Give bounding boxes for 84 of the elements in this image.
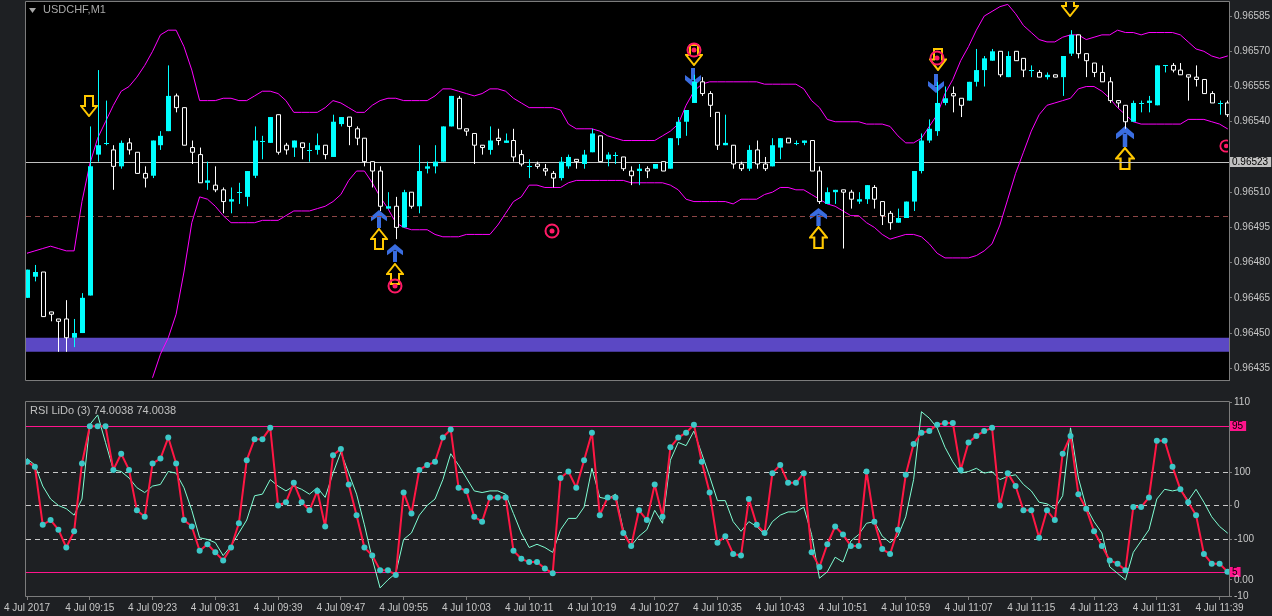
y2-tick-label: 0 [1234, 499, 1240, 511]
candlestick [56, 318, 61, 353]
candlestick [582, 149, 587, 170]
x-tick-label: 4 Jul 10:59 [881, 601, 931, 613]
candlestick [229, 186, 234, 214]
x-tick-label: 4 Jul 09:55 [379, 601, 429, 613]
x-tick-label: 4 Jul 10:43 [755, 601, 806, 613]
candlestick [315, 132, 320, 156]
x-tick-label: 4 Jul 11:15 [1007, 601, 1056, 613]
candlestick [974, 48, 979, 88]
candlestick [865, 184, 870, 205]
candlestick [1061, 55, 1066, 97]
chart-title: USDCHF,M1 [43, 3, 106, 16]
y-tick-label: 0.96480 [1234, 256, 1271, 268]
candlestick [1131, 100, 1136, 123]
candlestick [306, 142, 313, 163]
x-tick-label: 4 Jul 11:07 [944, 601, 994, 613]
candlestick [472, 132, 477, 165]
candlestick [236, 182, 243, 205]
x-tick-label: 4 Jul 10:19 [567, 601, 617, 613]
x-tick-label: 4 Jul 09:39 [253, 601, 303, 613]
x-tick-label: 4 Jul 10:03 [441, 601, 492, 613]
y2-tick-label: 100 [1234, 466, 1252, 478]
x-tick-label: 4 Jul 09:47 [316, 601, 366, 613]
chart-title: RSI LiDo (3) 74.0038 74.0038 [30, 404, 177, 417]
candlestick [370, 161, 375, 188]
candlestick [488, 125, 493, 156]
y-tick-label: 0.96585 [1234, 9, 1271, 21]
x-tick-label: 4 Jul 11:23 [1069, 601, 1119, 613]
candlestick [259, 135, 266, 160]
x-tick-label: 4 Jul 09:23 [128, 601, 178, 613]
candlestick [158, 130, 163, 151]
y-tick-label: 0.96540 [1234, 115, 1271, 127]
candlestick [1069, 29, 1074, 57]
candlestick [111, 144, 116, 191]
candlestick [1006, 50, 1011, 78]
candlestick [355, 125, 360, 146]
x-tick-label: 4 Jul 09:15 [65, 601, 115, 613]
y-tick-label: 110 [1234, 395, 1251, 407]
candlestick [708, 90, 713, 118]
candlestick [119, 140, 124, 170]
candlestick [526, 158, 533, 179]
candlestick [778, 137, 783, 160]
y-tick-label: -10 [1234, 589, 1249, 601]
y-tick-label: 0.96555 [1234, 80, 1271, 92]
candlestick [872, 184, 877, 210]
candlestick [943, 86, 948, 106]
candlestick [841, 189, 846, 250]
candlestick [810, 140, 815, 172]
y-tick-label: 0.96465 [1234, 291, 1271, 303]
x-tick-label: 4 Jul 11:31 [1132, 601, 1182, 613]
x-tick-label: 4 Jul 10:35 [692, 601, 743, 613]
candlestick [205, 161, 210, 191]
candlestick [612, 151, 619, 165]
candlestick [770, 137, 775, 167]
y-tick-label: 0.96495 [1234, 221, 1271, 233]
y-tick-label: 0.96570 [1234, 45, 1271, 57]
candlestick [103, 100, 110, 146]
y2-tick-label: -100 [1234, 533, 1255, 545]
candlestick [182, 107, 187, 146]
x-tick-label: 4 Jul 10:51 [818, 601, 868, 613]
y-tick-label: 0.96435 [1234, 362, 1271, 374]
candlestick [684, 109, 689, 137]
x-tick-label: 4 Jul 10:11 [505, 601, 554, 613]
candlestick [1028, 64, 1035, 78]
ref-line-label: 95 [1232, 420, 1244, 432]
x-tick-label: 4 Jul 2017 [3, 601, 51, 613]
candlestick [1186, 74, 1191, 102]
ref-line-label: 0.96523 [1232, 156, 1269, 168]
candlestick [72, 318, 77, 348]
candlestick [276, 114, 281, 156]
candlestick [190, 140, 195, 165]
x-tick-label: 4 Jul 10:27 [630, 601, 680, 613]
y-tick-label: 0.96450 [1234, 326, 1271, 338]
candlestick [982, 55, 987, 88]
candlestick [747, 144, 752, 172]
candlestick [559, 156, 564, 181]
y-tick-label: 0.96510 [1234, 185, 1271, 197]
candlestick [676, 116, 681, 146]
x-tick-label: 4 Jul 11:39 [1195, 601, 1245, 613]
x-tick-label: 4 Jul 09:31 [190, 601, 241, 613]
candlestick [927, 118, 932, 144]
candlestick [1217, 100, 1224, 116]
candlestick [96, 69, 101, 163]
